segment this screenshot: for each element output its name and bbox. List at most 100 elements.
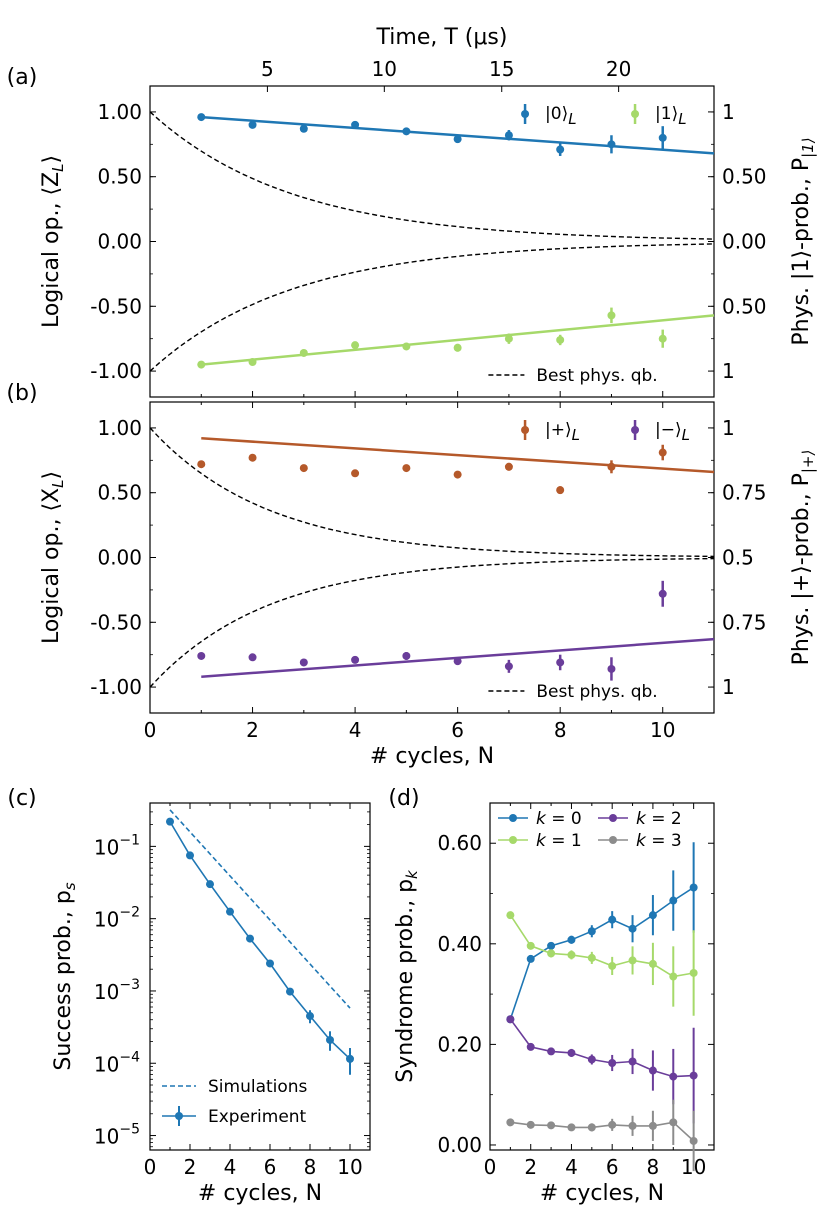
- data-point: [286, 987, 294, 996]
- xtick-label: 4: [565, 1155, 578, 1179]
- data-point: [648, 959, 657, 968]
- xtick-label: 6: [451, 718, 464, 742]
- x-axis-label: # cycles, N: [540, 1181, 664, 1206]
- panel-label: (a): [7, 65, 38, 90]
- best-phys-curve-lower: [149, 243, 715, 372]
- data-point: [246, 934, 254, 943]
- data-point: [402, 342, 411, 351]
- right-y-axis-label: Phys. |1⟩-prob., P|1⟩: [789, 137, 817, 345]
- data-point: [658, 334, 667, 343]
- legend-experiment-marker: [175, 1112, 183, 1120]
- legend-marker: [609, 836, 617, 844]
- data-point: [607, 664, 616, 673]
- right-ytick-label: 0.75: [722, 481, 767, 505]
- data-point: [658, 448, 667, 457]
- xtick-label: 6: [606, 1155, 619, 1179]
- data-point: [628, 1121, 637, 1130]
- legend-label-2: |1⟩L: [655, 104, 687, 128]
- data-point: [351, 120, 360, 129]
- ytick-label: 10−2: [94, 905, 140, 932]
- legend-marker: [509, 836, 517, 844]
- right-ytick-label: 1: [722, 675, 735, 699]
- data-point: [351, 655, 360, 664]
- data-point: [248, 120, 257, 129]
- data-point: [608, 915, 617, 924]
- data-point: [402, 464, 411, 473]
- ytick-label: 0.60: [437, 831, 482, 855]
- data-point: [248, 653, 257, 662]
- legend-label: k = 1: [536, 831, 582, 851]
- data-point: [567, 935, 576, 944]
- panel-c: 10−1 10−2 10−3 10−4 10−50 2 4 6 8 10 # cycles, N Si…: [7, 786, 371, 1206]
- legend-experiment-label: Experiment: [208, 1107, 307, 1127]
- data-point: [206, 880, 214, 889]
- xtick-label: 8: [554, 718, 567, 742]
- data-point: [556, 335, 565, 344]
- ytick-label: -0.50: [90, 294, 142, 318]
- xtick-label: 10: [337, 1155, 362, 1179]
- data-point: [506, 1015, 515, 1024]
- ytick-label: 0.20: [437, 1032, 482, 1056]
- data-point: [197, 651, 206, 660]
- legend-marker: [631, 426, 640, 434]
- data-point: [346, 1054, 354, 1063]
- panel-label: (c): [7, 786, 36, 811]
- plot-frame: [149, 802, 371, 1151]
- data-point: [351, 469, 360, 478]
- ytick-label: 0.00: [97, 230, 142, 254]
- y-axis-label: Logical op., ⟨ZL⟩: [39, 155, 67, 328]
- best-phys-curve-lower: [149, 557, 715, 688]
- plot-frame: [489, 802, 715, 1151]
- legend-best-phys-label: Best phys. qb.: [536, 366, 657, 386]
- right-y-axis-label: Phys. |+⟩-prob., P|+⟩: [789, 450, 817, 666]
- right-ytick-label: 1: [722, 416, 735, 440]
- data-point: [351, 341, 360, 350]
- top-axis-label: Time, T (μs): [376, 25, 508, 50]
- series-line: [509, 914, 694, 978]
- data-point: [402, 651, 411, 660]
- data-point: [526, 1042, 535, 1051]
- data-point: [506, 1118, 515, 1127]
- data-point: [689, 968, 698, 977]
- data-point: [669, 972, 678, 981]
- data-point: [669, 1118, 678, 1127]
- xtick-label: 8: [304, 1155, 317, 1179]
- data-point: [669, 896, 678, 905]
- data-point: [547, 941, 556, 950]
- xtick-label: 4: [224, 1155, 237, 1179]
- fit-line: [201, 437, 715, 474]
- right-ytick-label: 0.75: [722, 610, 767, 634]
- ytick-label: 0.50: [97, 165, 142, 189]
- data-point: [547, 1047, 556, 1056]
- data-point: [197, 113, 206, 122]
- data-point: [556, 486, 565, 495]
- data-point: [402, 127, 411, 136]
- data-point: [689, 1136, 698, 1145]
- series-line: [509, 886, 695, 1020]
- y-axis-label: Syndrome prob., pk: [393, 869, 421, 1083]
- data-point: [526, 941, 535, 950]
- data-point: [197, 360, 206, 369]
- data-point: [506, 911, 515, 920]
- data-point: [669, 1072, 678, 1081]
- ytick-label: 0.00: [437, 1133, 482, 1157]
- data-point: [587, 953, 596, 962]
- data-point: [186, 851, 194, 860]
- ytick-label: 10−5: [94, 1122, 140, 1149]
- data-point: [299, 464, 308, 473]
- top-tick-label: 10: [372, 57, 397, 81]
- ytick-label: 10−1: [94, 832, 140, 859]
- xtick-label: 2: [184, 1155, 197, 1179]
- legend-simulation-label: Simulations: [208, 1077, 308, 1097]
- data-point: [608, 961, 617, 970]
- data-point: [453, 470, 462, 479]
- series-line: [509, 1018, 694, 1078]
- data-point: [587, 1123, 596, 1132]
- right-ytick-label: 0.50: [722, 294, 767, 318]
- right-ytick-label: 0.50: [722, 165, 767, 189]
- experiment-line: [169, 821, 351, 1060]
- x-axis-label: # cycles, N: [198, 1181, 322, 1206]
- legend-label: k = 0: [536, 809, 582, 829]
- xtick-label: 2: [246, 718, 259, 742]
